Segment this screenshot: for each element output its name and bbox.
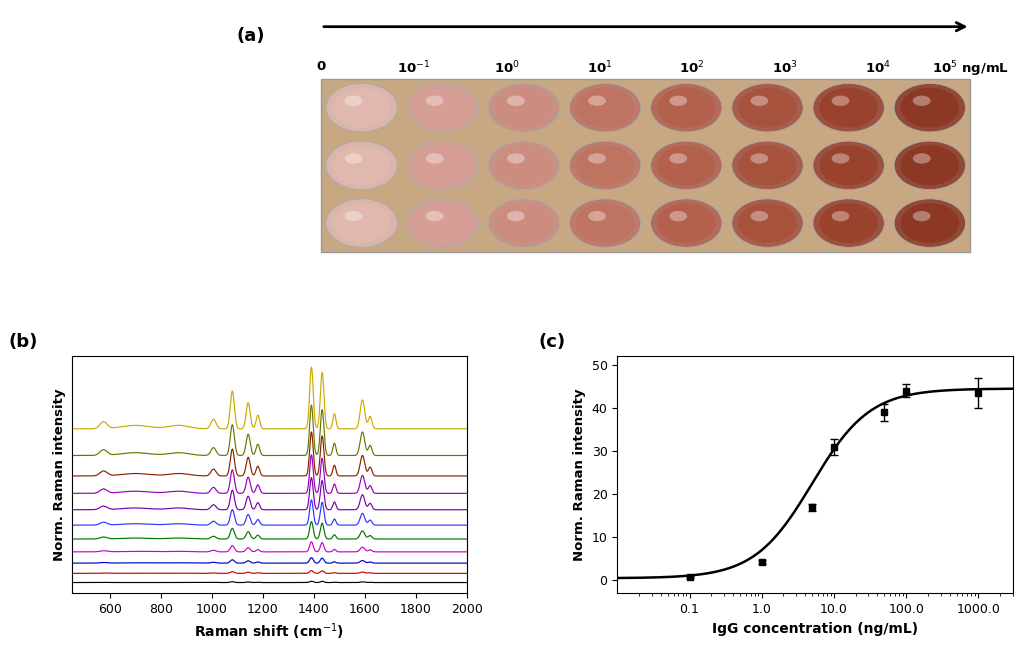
Ellipse shape <box>413 203 472 243</box>
Ellipse shape <box>832 96 849 106</box>
Ellipse shape <box>345 96 362 106</box>
Ellipse shape <box>426 153 444 164</box>
Ellipse shape <box>813 83 884 132</box>
Ellipse shape <box>576 88 634 128</box>
Text: 10$^{4}$: 10$^{4}$ <box>864 60 891 76</box>
Ellipse shape <box>739 88 797 128</box>
Ellipse shape <box>345 211 362 221</box>
Ellipse shape <box>407 199 479 247</box>
Ellipse shape <box>900 145 959 185</box>
Ellipse shape <box>669 96 687 106</box>
Text: 10$^{1}$: 10$^{1}$ <box>586 60 612 76</box>
Ellipse shape <box>900 88 959 128</box>
Ellipse shape <box>657 145 715 185</box>
Ellipse shape <box>751 211 768 221</box>
Ellipse shape <box>751 153 768 164</box>
Ellipse shape <box>913 153 931 164</box>
Ellipse shape <box>588 153 606 164</box>
Ellipse shape <box>731 199 803 247</box>
Ellipse shape <box>345 153 362 164</box>
X-axis label: Raman shift (cm$^{-1}$): Raman shift (cm$^{-1}$) <box>194 621 345 642</box>
Ellipse shape <box>488 199 560 247</box>
Ellipse shape <box>739 145 797 185</box>
Ellipse shape <box>669 153 687 164</box>
Ellipse shape <box>832 211 849 221</box>
Ellipse shape <box>426 96 444 106</box>
Ellipse shape <box>495 203 553 243</box>
Ellipse shape <box>407 83 479 132</box>
Ellipse shape <box>326 83 397 132</box>
Ellipse shape <box>651 199 722 247</box>
Ellipse shape <box>488 83 560 132</box>
Ellipse shape <box>900 203 959 243</box>
FancyBboxPatch shape <box>321 79 971 252</box>
Text: 10$^{5}$ ng/mL: 10$^{5}$ ng/mL <box>932 60 1009 80</box>
Ellipse shape <box>507 153 525 164</box>
Ellipse shape <box>576 145 634 185</box>
Text: (c): (c) <box>538 333 566 351</box>
Ellipse shape <box>570 83 640 132</box>
Text: (a): (a) <box>236 27 265 45</box>
Ellipse shape <box>332 203 391 243</box>
Ellipse shape <box>507 211 525 221</box>
Ellipse shape <box>894 83 966 132</box>
Text: (b): (b) <box>8 333 38 351</box>
Ellipse shape <box>407 141 479 190</box>
Ellipse shape <box>413 145 472 185</box>
Ellipse shape <box>426 211 444 221</box>
Ellipse shape <box>332 88 391 128</box>
Ellipse shape <box>495 88 553 128</box>
Ellipse shape <box>819 203 878 243</box>
Text: 10$^{-1}$: 10$^{-1}$ <box>397 60 431 76</box>
Text: 10$^{2}$: 10$^{2}$ <box>679 60 705 76</box>
Ellipse shape <box>669 211 687 221</box>
Ellipse shape <box>657 88 715 128</box>
Ellipse shape <box>739 203 797 243</box>
Ellipse shape <box>731 83 803 132</box>
Y-axis label: Norm. Raman intensity: Norm. Raman intensity <box>53 389 66 561</box>
Ellipse shape <box>326 199 397 247</box>
Ellipse shape <box>570 199 640 247</box>
Ellipse shape <box>413 88 472 128</box>
Ellipse shape <box>326 141 397 190</box>
Ellipse shape <box>651 141 722 190</box>
Ellipse shape <box>913 211 931 221</box>
Ellipse shape <box>651 83 722 132</box>
Ellipse shape <box>588 96 606 106</box>
Text: 10$^{0}$: 10$^{0}$ <box>494 60 520 76</box>
Y-axis label: Norm. Raman intensity: Norm. Raman intensity <box>573 389 586 561</box>
Ellipse shape <box>576 203 634 243</box>
Ellipse shape <box>731 141 803 190</box>
Ellipse shape <box>507 96 525 106</box>
Ellipse shape <box>894 199 966 247</box>
Ellipse shape <box>819 88 878 128</box>
Ellipse shape <box>832 153 849 164</box>
Ellipse shape <box>588 211 606 221</box>
Ellipse shape <box>894 141 966 190</box>
Ellipse shape <box>657 203 715 243</box>
Ellipse shape <box>751 96 768 106</box>
Ellipse shape <box>332 145 391 185</box>
Text: 10$^{3}$: 10$^{3}$ <box>772 60 798 76</box>
Ellipse shape <box>819 145 878 185</box>
Ellipse shape <box>488 141 560 190</box>
Ellipse shape <box>495 145 553 185</box>
Ellipse shape <box>813 141 884 190</box>
X-axis label: IgG concentration (ng/mL): IgG concentration (ng/mL) <box>712 621 918 636</box>
Ellipse shape <box>813 199 884 247</box>
Text: 0: 0 <box>316 60 325 73</box>
Ellipse shape <box>913 96 931 106</box>
Ellipse shape <box>570 141 640 190</box>
